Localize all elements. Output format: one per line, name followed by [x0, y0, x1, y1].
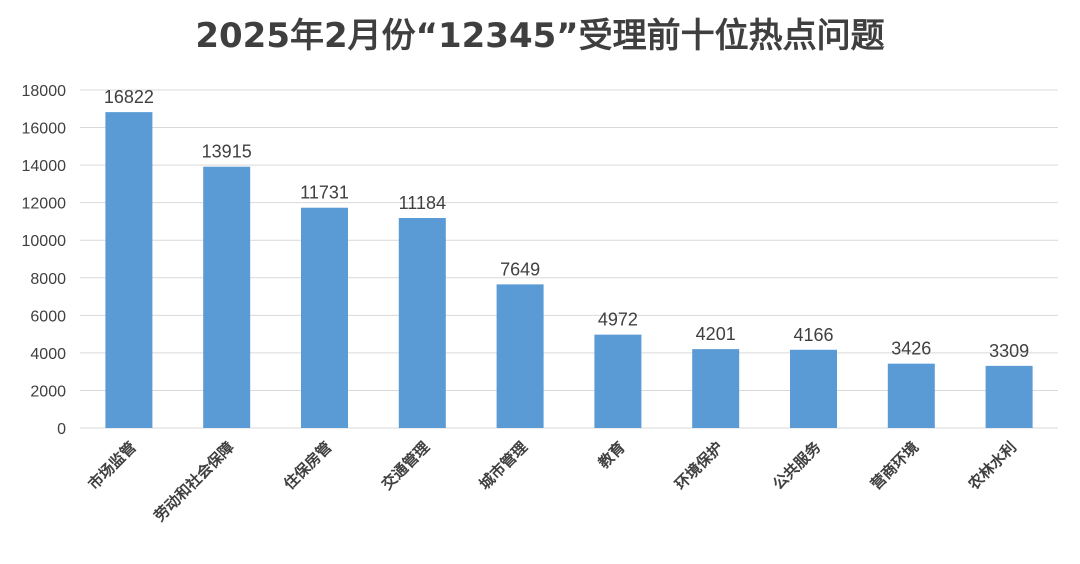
bar [203, 166, 251, 429]
bar [301, 207, 348, 428]
y-tick-label: 8000 [30, 271, 66, 288]
x-tick-label: 市场监管 [85, 438, 140, 493]
x-axis: 市场监管 劳动和社会保障 住保房管 交通管理 城市管理 教育 环境保护 公共服务 营商环境 农林水… [85, 437, 1020, 525]
data-label: 4201 [696, 324, 736, 344]
bar [790, 349, 837, 428]
data-label: 16822 [104, 87, 154, 107]
data-label: 11184 [399, 193, 446, 213]
chart-title: 2025年2月份“12345”受理前十位热点问题 [195, 16, 885, 56]
bar [887, 363, 935, 428]
y-tick-label: 6000 [30, 308, 66, 325]
x-tick-label: 公共服务 [769, 437, 825, 493]
y-tick-label: 2000 [30, 383, 66, 400]
y-tick-label: 16000 [22, 121, 67, 138]
data-label: 7649 [500, 259, 540, 279]
x-tick-label: 环境保护 [671, 438, 726, 493]
data-label: 3426 [891, 339, 931, 359]
data-labels: 16822 13915 11731 11184 7649 4972 4201 4166 3426… [104, 87, 1029, 361]
x-tick-label: 住保房管 [280, 438, 335, 493]
data-label: 4166 [793, 325, 833, 345]
y-tick-label: 12000 [22, 196, 67, 213]
data-label: 3309 [989, 341, 1029, 361]
bar [105, 112, 153, 428]
y-tick-label: 18000 [22, 83, 67, 100]
y-tick-label: 14000 [22, 158, 67, 175]
bar [594, 334, 642, 428]
x-tick-label: 教育 [594, 438, 629, 473]
y-axis: 0 2000 4000 6000 8000 10000 12000 14000 16000 180… [22, 83, 67, 438]
bar [398, 217, 446, 428]
x-tick-label: 交通管理 [378, 438, 433, 493]
x-tick-label: 农林水利 [964, 438, 1020, 494]
y-tick-label: 4000 [30, 346, 66, 363]
bars [105, 112, 1033, 429]
data-label: 4972 [598, 310, 638, 330]
y-tick-label: 0 [57, 421, 66, 438]
bar [985, 365, 1033, 428]
x-tick-label: 营商环境 [867, 438, 922, 493]
bar [692, 349, 740, 428]
data-label: 13915 [202, 142, 252, 162]
bar [496, 284, 544, 428]
data-label: 11731 [300, 183, 349, 203]
x-tick-label: 城市管理 [476, 438, 531, 493]
y-tick-label: 10000 [22, 233, 67, 250]
x-tick-label: 劳动和社会保障 [151, 438, 238, 525]
